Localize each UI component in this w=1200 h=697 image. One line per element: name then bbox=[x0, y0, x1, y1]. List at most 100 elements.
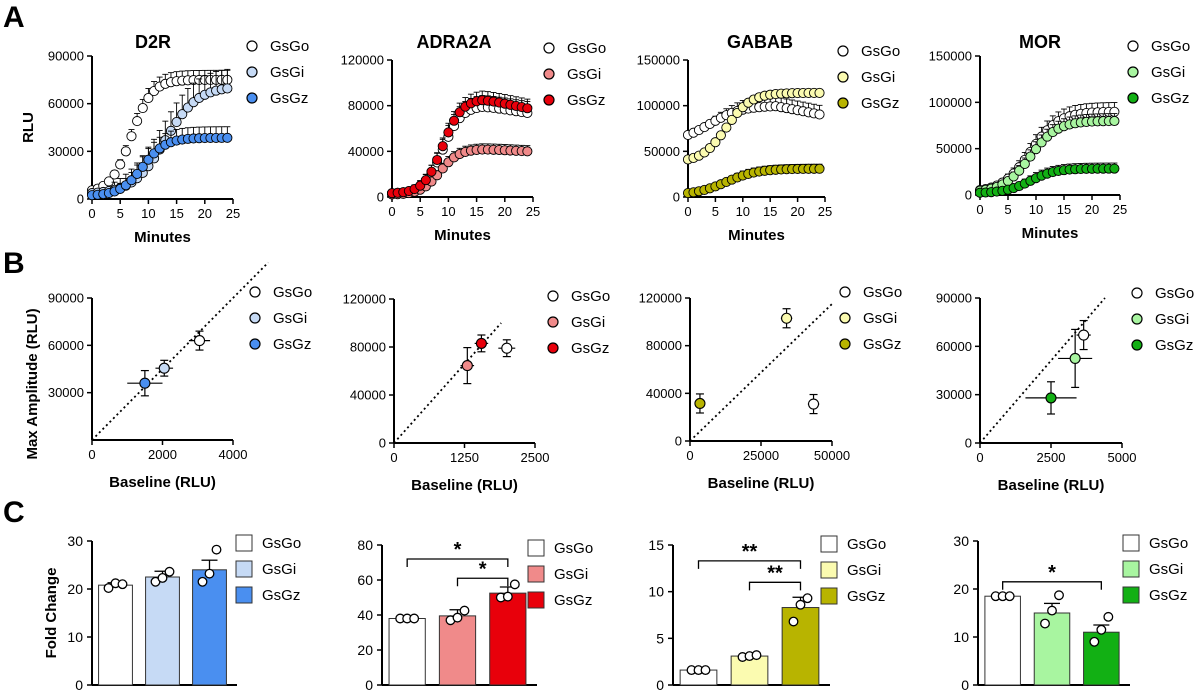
significance-label: * bbox=[479, 558, 487, 580]
bar bbox=[489, 592, 527, 686]
significance-bracket bbox=[697, 560, 802, 569]
y-tick-label: 150000 bbox=[637, 53, 680, 68]
x-tick-label: 20 bbox=[198, 206, 212, 221]
y-tick-label: 0 bbox=[675, 434, 682, 449]
data-point bbox=[461, 360, 473, 372]
data-point bbox=[1054, 590, 1064, 601]
data-point bbox=[409, 613, 420, 624]
legend-label: GsGo bbox=[273, 284, 312, 301]
y-tick-label: 90000 bbox=[936, 291, 972, 306]
x-tick-label: 25 bbox=[526, 204, 540, 219]
legend-marker bbox=[249, 286, 261, 298]
identity-line bbox=[979, 297, 1106, 444]
x-tick-label: 2500 bbox=[1037, 450, 1066, 465]
x-tick-label: 10 bbox=[736, 204, 750, 219]
data-point bbox=[143, 92, 154, 104]
x-tick-label: 20 bbox=[790, 204, 804, 219]
x-axis-label: Minutes bbox=[134, 229, 191, 246]
y-axis-label: Max Amplitude (RLU) bbox=[24, 308, 41, 459]
legend-label: GsGz bbox=[571, 340, 609, 357]
x-tick-label: 25 bbox=[818, 204, 832, 219]
data-point bbox=[1045, 392, 1057, 404]
legend-label: GsGo bbox=[861, 43, 900, 60]
bar bbox=[1083, 631, 1120, 686]
data-point bbox=[448, 115, 460, 126]
x-tick-label: 0 bbox=[88, 447, 95, 462]
panel-letter-c: C bbox=[3, 496, 25, 529]
y-tick-label: 0 bbox=[77, 192, 84, 207]
x-tick-label: 20 bbox=[1085, 202, 1099, 217]
x-tick-label: 0 bbox=[388, 204, 395, 219]
legend-label: GsGo bbox=[567, 40, 606, 57]
data-point bbox=[177, 109, 188, 120]
y-tick-label: 20 bbox=[357, 642, 373, 658]
data-point bbox=[204, 568, 215, 579]
y-tick-label: 60 bbox=[357, 572, 373, 588]
data-point bbox=[426, 166, 437, 177]
x-tick-label: 2500 bbox=[521, 450, 550, 465]
y-tick-label: 80000 bbox=[646, 338, 682, 353]
legend-marker bbox=[839, 286, 851, 298]
y-tick-label: 0 bbox=[673, 190, 680, 205]
data-point bbox=[437, 141, 448, 152]
legend-marker bbox=[837, 97, 849, 109]
significance-bracket bbox=[1002, 581, 1102, 590]
data-point bbox=[814, 87, 825, 98]
x-tick-label: 2000 bbox=[148, 447, 177, 462]
legend-marker bbox=[547, 342, 559, 354]
chart-title: ADRA2A bbox=[416, 32, 491, 52]
data-point bbox=[158, 362, 170, 374]
data-point bbox=[459, 605, 470, 616]
y-tick-label: 40000 bbox=[348, 144, 384, 159]
y-tick-label: 0 bbox=[961, 677, 969, 693]
data-point bbox=[814, 163, 825, 174]
y-tick-label: 10 bbox=[953, 629, 969, 645]
data-point bbox=[120, 146, 131, 157]
identity-line bbox=[91, 261, 269, 441]
legend-label: GsGz bbox=[847, 588, 885, 605]
data-point bbox=[443, 127, 454, 138]
x-tick-label: 5 bbox=[712, 204, 719, 219]
x-tick-label: 10 bbox=[141, 206, 155, 221]
x-tick-label: 25000 bbox=[743, 448, 779, 463]
legend-label: GsGz bbox=[273, 336, 311, 353]
legend-label: GsGo bbox=[1155, 285, 1194, 302]
legend-label: GsGi bbox=[554, 566, 588, 583]
y-tick-label: 15 bbox=[648, 537, 664, 553]
x-tick-label: 5 bbox=[1004, 202, 1011, 217]
data-point bbox=[726, 114, 737, 125]
significance-label: * bbox=[454, 539, 462, 561]
legend-label: GsGz bbox=[554, 592, 592, 609]
bar bbox=[388, 618, 426, 686]
legend-label: GsGo bbox=[262, 535, 301, 552]
legend-swatch bbox=[527, 539, 545, 557]
legend-marker bbox=[249, 338, 261, 350]
significance-bracket bbox=[748, 581, 802, 591]
data-point bbox=[1047, 605, 1057, 616]
data-point bbox=[139, 377, 151, 389]
data-point bbox=[1004, 591, 1015, 602]
y-tick-label: 5 bbox=[656, 630, 664, 646]
legend-label: GsGi bbox=[1149, 561, 1183, 578]
data-point bbox=[501, 342, 513, 354]
data-point bbox=[1103, 611, 1114, 622]
y-tick-label: 30000 bbox=[48, 385, 84, 400]
y-tick-label: 0 bbox=[75, 677, 83, 693]
y-tick-label: 10 bbox=[648, 584, 664, 600]
legend-label: GsGi bbox=[270, 64, 304, 81]
legend-label: GsGi bbox=[1151, 64, 1185, 81]
data-point bbox=[475, 337, 487, 349]
y-tick-label: 60000 bbox=[48, 96, 84, 111]
data-point bbox=[143, 154, 154, 165]
legend-marker bbox=[1131, 339, 1143, 351]
data-point bbox=[522, 103, 533, 114]
chart-title: D2R bbox=[135, 32, 171, 52]
bar bbox=[192, 569, 227, 686]
x-axis-label: Minutes bbox=[1022, 225, 1079, 242]
x-tick-label: 25 bbox=[226, 206, 240, 221]
data-point bbox=[814, 109, 825, 120]
chart-title: MOR bbox=[1019, 32, 1061, 52]
data-point bbox=[109, 169, 120, 180]
x-tick-label: 15 bbox=[1057, 202, 1071, 217]
